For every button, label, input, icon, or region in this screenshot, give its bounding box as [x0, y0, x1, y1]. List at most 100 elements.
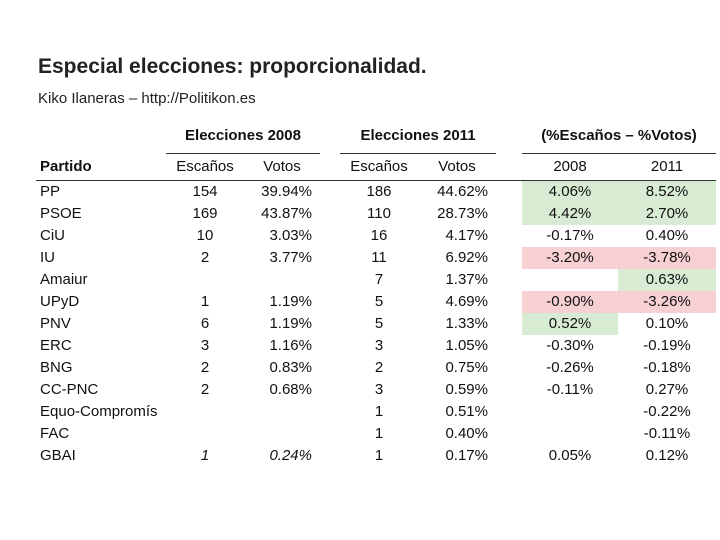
diff-2011-cell: 2.70% [618, 203, 716, 225]
escanos-2011-cell: 16 [370, 227, 388, 244]
escanos-2011-cell: 7 [374, 271, 384, 288]
votos-2011-cell: 0.75% [445, 359, 488, 376]
escanos-2011-cell: 186 [366, 183, 392, 200]
votos-2011-cell: 0.51% [445, 403, 488, 420]
header-diff-2011: 2011 [650, 158, 684, 175]
diff-2008-cell [522, 401, 618, 423]
votos-2011-cell: 4.17% [445, 227, 488, 244]
diff-2011-cell: -0.18% [643, 359, 691, 376]
diff-2011-cell: 0.40% [645, 227, 689, 244]
escanos-2008-cell: 6 [200, 315, 210, 332]
diff-2011-cell: 0.12% [645, 447, 689, 464]
table-row: ERC 3 1.16% 3 1.05% -0.30% -0.19% [36, 335, 716, 357]
votos-2011-cell: 1.37% [445, 271, 488, 288]
diff-2011-cell: -0.22% [643, 403, 691, 420]
votos-2008-cell: 3.77% [269, 249, 312, 266]
table-body: PP 154 39.94% 186 44.62% 4.06% 8.52% PSOE 169 43.… [36, 180, 716, 468]
escanos-2008-cell: 169 [192, 205, 218, 222]
escanos-2011-cell: 3 [374, 337, 384, 354]
party-name: PNV [40, 315, 71, 332]
table-row: BNG 2 0.83% 2 0.75% -0.26% -0.18% [36, 357, 716, 379]
escanos-2011-cell: 3 [374, 381, 384, 398]
escanos-2008-cell: 2 [200, 249, 210, 266]
header-elecciones-2011: Elecciones 2011 [340, 123, 496, 154]
diff-2008-cell: -3.20% [522, 247, 618, 269]
diff-2008-cell: -0.11% [546, 381, 594, 398]
escanos-2008-cell: 154 [192, 183, 218, 200]
header-escanos-2008: Escaños [176, 158, 234, 175]
table-row: GBAI 1 0.24% 1 0.17% 0.05% 0.12% [36, 445, 716, 467]
escanos-2011-cell: 5 [374, 315, 384, 332]
party-name: CC-PNC [40, 381, 99, 398]
page-title: Especial elecciones: proporcionalidad. [38, 55, 427, 78]
votos-2008-cell [244, 401, 320, 423]
header-diferencia: (%Escaños – %Votos) [522, 123, 716, 154]
party-name: Amaiur [40, 271, 88, 288]
table-row: FAC 1 0.40% -0.11% [36, 423, 716, 445]
votos-2011-cell: 6.92% [445, 249, 488, 266]
party-name: PP [40, 183, 61, 200]
party-name: Equo-Compromís [40, 403, 158, 420]
column-header-row: Partido Escaños Votos Escaños Votos 2008… [36, 154, 716, 181]
escanos-2011-cell: 1 [374, 447, 384, 464]
diff-2008-cell: -0.30% [546, 337, 594, 354]
diff-2008-cell: -0.26% [546, 359, 594, 376]
page-subtitle: Kiko Ilaneras – http://Politikon.es [38, 90, 256, 107]
votos-2011-cell: 0.59% [445, 381, 488, 398]
party-name: IU [40, 249, 55, 266]
votos-2008-cell: 43.87% [261, 205, 312, 222]
escanos-2011-cell: 1 [374, 425, 384, 442]
diff-2011-cell: -3.26% [618, 291, 716, 313]
table-row: Equo-Compromís 1 0.51% -0.22% [36, 401, 716, 423]
escanos-2008-cell: 3 [200, 337, 210, 354]
table-row: UPyD 1 1.19% 5 4.69% -0.90% -3.26% [36, 291, 716, 313]
diff-2008-cell: -0.90% [522, 291, 618, 313]
party-name: ERC [40, 337, 72, 354]
votos-2008-cell: 39.94% [261, 183, 312, 200]
votos-2011-cell: 4.69% [445, 293, 488, 310]
votos-2008-cell: 3.03% [269, 227, 312, 244]
diff-2011-cell: -3.78% [618, 247, 716, 269]
votos-2011-cell: 0.17% [445, 447, 488, 464]
votos-2008-cell: 0.68% [269, 381, 312, 398]
votos-2008-cell: 1.19% [269, 293, 312, 310]
diff-2011-cell: 0.27% [645, 381, 689, 398]
diff-2011-cell: 0.63% [618, 269, 716, 291]
votos-2011-cell: 0.40% [445, 425, 488, 442]
votos-2011-cell: 28.73% [437, 205, 488, 222]
votos-2008-cell: 1.16% [269, 337, 312, 354]
escanos-2008-cell [166, 401, 244, 423]
diff-2008-cell [522, 423, 618, 445]
escanos-2011-cell: 110 [367, 205, 391, 222]
table-row: PP 154 39.94% 186 44.62% 4.06% 8.52% [36, 180, 716, 203]
table-row: Amaiur 7 1.37% 0.63% [36, 269, 716, 291]
escanos-2008-cell: 10 [196, 227, 214, 244]
party-name: BNG [40, 359, 73, 376]
header-votos-2008: Votos [263, 158, 301, 175]
escanos-2011-cell: 2 [374, 359, 384, 376]
party-name: CiU [40, 227, 65, 244]
header-votos-2011: Votos [438, 158, 476, 175]
escanos-2008-cell [166, 269, 244, 291]
escanos-2008-cell [166, 423, 244, 445]
diff-2008-cell: 0.05% [548, 447, 592, 464]
diff-2011-cell: -0.19% [643, 337, 691, 354]
header-partido: Partido [40, 157, 92, 175]
header-escanos-2011: Escaños [350, 158, 408, 175]
table-row: PNV 6 1.19% 5 1.33% 0.52% 0.10% [36, 313, 716, 335]
diff-2011-cell: 0.10% [645, 315, 689, 332]
votos-2011-cell: 1.05% [445, 337, 488, 354]
diff-2008-cell: 4.06% [522, 180, 618, 203]
escanos-2008-cell: 2 [200, 381, 210, 398]
votos-2008-cell: 1.19% [269, 315, 312, 332]
party-name: GBAI [40, 447, 76, 464]
escanos-2011-cell: 11 [371, 249, 387, 266]
diff-2008-cell: -0.17% [546, 227, 594, 244]
header-diff-2008: 2008 [553, 158, 587, 175]
diff-2011-cell: 8.52% [618, 180, 716, 203]
results-table: Elecciones 2008 Elecciones 2011 (%Escaño… [36, 123, 716, 467]
votos-2011-cell: 1.33% [445, 315, 488, 332]
header-elecciones-2008: Elecciones 2008 [166, 123, 320, 154]
votos-2008-cell: 0.83% [269, 359, 312, 376]
diff-2011-cell: -0.11% [643, 425, 691, 442]
